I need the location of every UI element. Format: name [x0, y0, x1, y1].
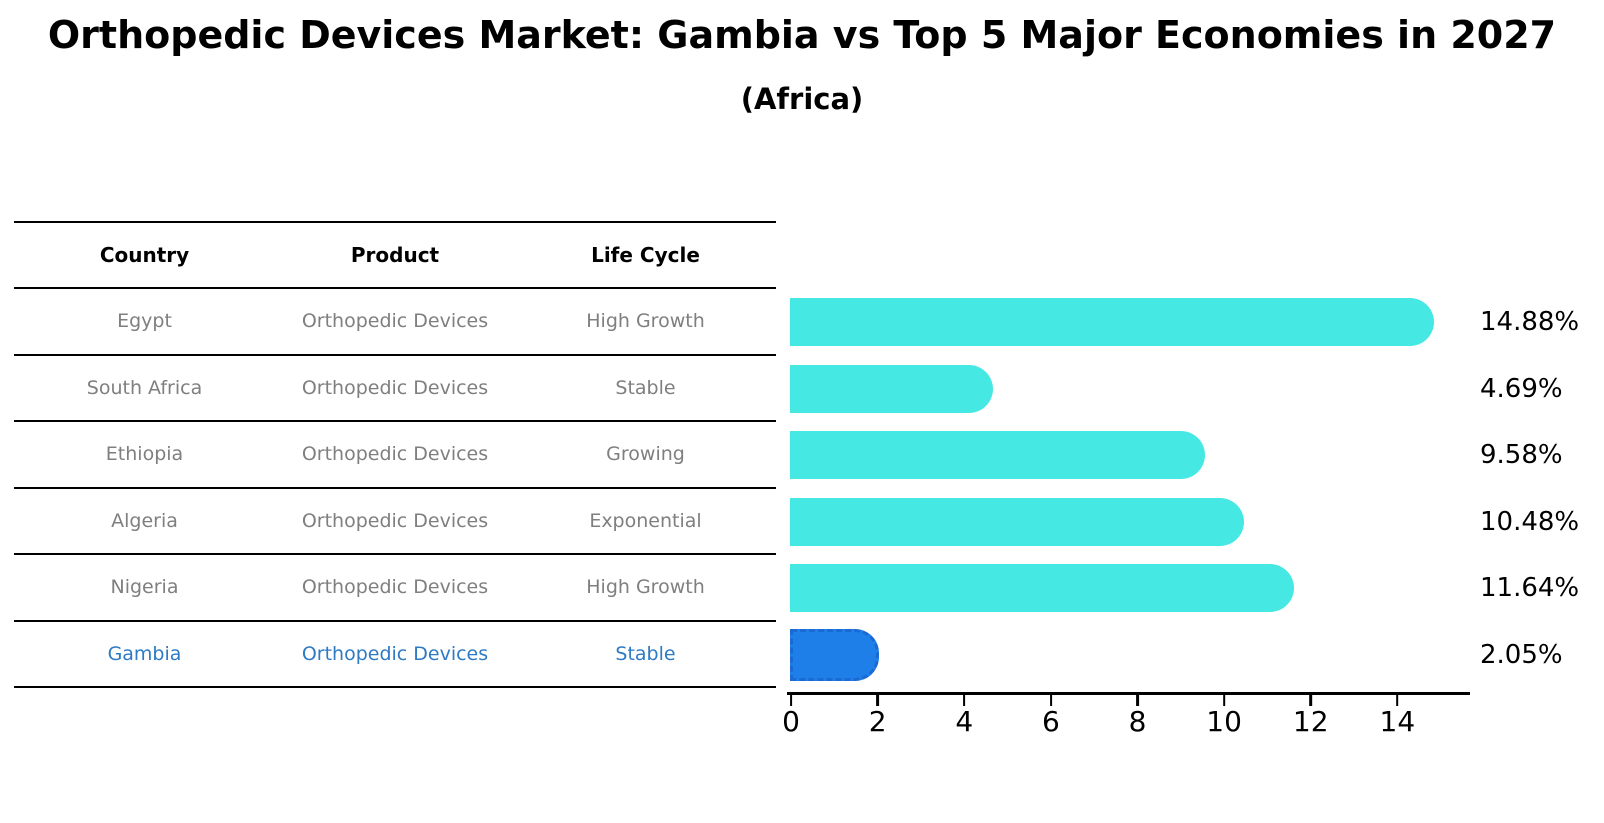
table-row-algeria: Algeria Orthopedic Devices Exponential	[14, 489, 776, 555]
bar-row: 4.69%	[790, 356, 1563, 423]
bar-row: 10.48%	[790, 489, 1579, 556]
bar-gambia-highlighted	[790, 628, 879, 681]
bar-nigeria	[790, 564, 1295, 613]
cell-country: Gambia	[107, 642, 182, 665]
bar-value-label: 11.64%	[1480, 573, 1580, 604]
bar-value-label: 10.48%	[1480, 506, 1580, 537]
x-tick-mark	[962, 695, 966, 706]
cell-country: Nigeria	[110, 576, 179, 599]
cell-life-cycle: Stable	[615, 376, 676, 399]
cell-product: Orthopedic Devices	[301, 443, 489, 466]
cell-product: Orthopedic Devices	[301, 376, 489, 399]
bar-row: 11.64%	[790, 555, 1579, 622]
table-row-nigeria: Nigeria Orthopedic Devices High Growth	[14, 555, 776, 622]
x-tick-label: 0	[782, 705, 800, 738]
bar-row: 2.05%	[790, 622, 1563, 689]
x-tick-label: 2	[868, 705, 887, 738]
cell-country: Egypt	[117, 310, 172, 333]
bar-row: 9.58%	[790, 422, 1563, 489]
x-tick-mark	[1049, 695, 1053, 706]
table-header-row: Country Product Life Cycle	[14, 223, 776, 289]
cell-product: Orthopedic Devices	[301, 509, 489, 532]
x-tick: 14	[1379, 695, 1416, 738]
bar-south-africa	[790, 364, 994, 413]
cell-life-cycle: High Growth	[586, 310, 705, 333]
bar-value-label: 2.05%	[1480, 639, 1563, 670]
x-tick: 4	[955, 695, 973, 736]
cell-life-cycle: Stable	[615, 642, 676, 665]
x-tick-mark	[789, 695, 793, 706]
table-row-egypt: Egypt Orthopedic Devices High Growth	[14, 289, 776, 356]
cell-country: Algeria	[111, 509, 178, 532]
cell-life-cycle: High Growth	[586, 576, 705, 599]
x-tick: 2	[869, 695, 887, 736]
x-tick-mark	[1309, 695, 1312, 706]
x-tick-label: 14	[1379, 705, 1416, 738]
x-tick-label: 12	[1292, 705, 1329, 738]
bar-value-label: 9.58%	[1480, 440, 1563, 471]
page-subtitle: (Africa)	[740, 82, 864, 116]
x-axis-ticks: 0 2 4 6 8 10 12 14	[782, 695, 1471, 750]
x-tick-mark	[1222, 695, 1226, 706]
cell-life-cycle: Growing	[606, 443, 685, 466]
x-tick-mark	[1136, 695, 1139, 706]
bar-egypt	[790, 298, 1435, 347]
bar-row: 14.88%	[790, 289, 1579, 356]
x-tick: 10	[1206, 695, 1242, 736]
country-table: Country Product Life Cycle Egypt Orthope…	[14, 221, 776, 688]
col-header-country: Country	[99, 243, 190, 267]
cell-country: Ethiopia	[105, 443, 184, 466]
x-tick-label: 6	[1041, 705, 1060, 738]
x-tick: 6	[1042, 695, 1060, 736]
cell-life-cycle: Exponential	[589, 509, 702, 532]
x-tick-label: 8	[1128, 705, 1147, 738]
bar-ethiopia	[790, 431, 1205, 480]
table-row-gambia-highlighted: Gambia Orthopedic Devices Stable	[14, 622, 776, 688]
bar-value-label: 4.69%	[1480, 373, 1563, 404]
cell-product: Orthopedic Devices	[301, 642, 489, 665]
x-tick-mark	[876, 695, 879, 706]
x-tick: 8	[1128, 695, 1147, 738]
x-tick: 12	[1293, 695, 1329, 736]
x-tick-label: 10	[1206, 705, 1242, 738]
table-row-south-africa: South Africa Orthopedic Devices Stable	[14, 356, 776, 422]
x-tick-mark	[1396, 695, 1399, 706]
col-header-product: Product	[350, 243, 440, 267]
bar-value-label: 14.88%	[1480, 307, 1580, 338]
bar-algeria	[790, 497, 1244, 546]
cell-product: Orthopedic Devices	[301, 310, 489, 333]
col-header-life-cycle: Life Cycle	[591, 243, 700, 267]
cell-product: Orthopedic Devices	[301, 576, 489, 599]
bar-plot: 14.88% 4.69% 9.58% 10.48% 11.64% 2.05%	[790, 289, 1579, 689]
x-axis-line	[787, 692, 1470, 695]
cell-country: South Africa	[86, 376, 203, 399]
x-tick-label: 4	[955, 705, 974, 738]
table-row-ethiopia: Ethiopia Orthopedic Devices Growing	[14, 422, 776, 489]
page-title: Orthopedic Devices Market: Gambia vs Top…	[47, 13, 1557, 57]
x-tick: 0	[782, 695, 800, 736]
